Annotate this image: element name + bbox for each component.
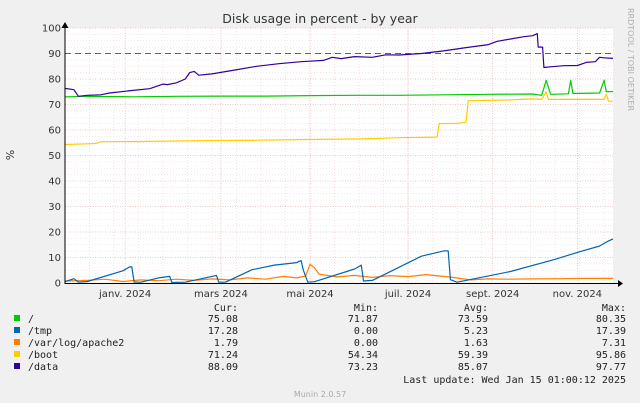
legend-cur: 88.09 xyxy=(208,362,238,373)
series-line-2 xyxy=(64,263,613,283)
legend-max: 80.35 xyxy=(596,314,626,325)
legend-max: 95.86 xyxy=(596,350,626,361)
chart-title: Disk usage in percent - by year xyxy=(222,11,418,26)
y-axis-arrow xyxy=(61,22,69,28)
legend-min: 71.87 xyxy=(348,314,378,325)
y-tick-labels: 0 10 20 30 40 50 60 70 80 90 100 xyxy=(42,24,61,290)
legend-avg: 85.07 xyxy=(458,362,488,373)
legend-header-min: Min: xyxy=(354,303,378,314)
watermark: RRDTOOL / TOBI OETIKER xyxy=(626,8,635,111)
y-tick-label: 80 xyxy=(48,75,61,86)
series-line-4 xyxy=(64,33,614,97)
axes xyxy=(61,22,623,287)
legend-min: 0.00 xyxy=(354,338,378,349)
legend-header-avg: Avg: xyxy=(464,303,488,314)
legend-name: /boot xyxy=(28,350,58,361)
x-tick-label: nov. 2024 xyxy=(553,289,602,300)
legend-cur: 1.79 xyxy=(214,338,238,349)
legend-max: 17.39 xyxy=(596,326,626,337)
y-tick-label: 30 xyxy=(48,202,61,213)
legend-avg: 73.59 xyxy=(458,314,488,325)
y-tick-label: 100 xyxy=(42,24,61,35)
legend-avg: 5.23 xyxy=(464,326,488,337)
x-tick-label: mai 2024 xyxy=(286,289,333,300)
legend-swatch xyxy=(14,363,20,369)
legend-cur: 75.08 xyxy=(208,314,238,325)
series-line-3 xyxy=(64,91,614,146)
legend-max: 7.31 xyxy=(602,338,626,349)
y-tick-label: 90 xyxy=(48,49,61,60)
legend-name: /tmp xyxy=(28,326,52,337)
y-tick-label: 60 xyxy=(48,126,61,137)
legend-header-cur: Cur: xyxy=(214,303,238,314)
legend-swatch xyxy=(14,327,20,333)
plot-area xyxy=(65,28,613,283)
x-tick-labels: janv. 2024 mars 2024 mai 2024 juil. 2024 sep… xyxy=(98,289,602,300)
x-tick-label: janv. 2024 xyxy=(98,289,151,300)
series-lines xyxy=(64,33,614,284)
legend-header-max: Max: xyxy=(602,303,626,314)
legend: Cur: Min: Avg: Max: / 75.08 71.87 73.59 80.3… xyxy=(14,303,626,373)
legend-swatch xyxy=(14,351,20,357)
x-tick-label: juil. 2024 xyxy=(384,289,431,300)
legend-swatch xyxy=(14,339,20,345)
legend-min: 54.34 xyxy=(348,350,378,361)
legend-name: /data xyxy=(28,362,58,373)
grid xyxy=(64,27,613,284)
legend-min: 73.23 xyxy=(348,362,378,373)
y-tick-label: 20 xyxy=(48,228,61,239)
legend-avg: 59.39 xyxy=(458,350,488,361)
y-axis-label: % xyxy=(4,150,17,160)
y-tick-label: 70 xyxy=(48,100,61,111)
x-tick-label: mars 2024 xyxy=(194,289,248,300)
legend-name: / xyxy=(28,314,34,325)
legend-name: /var/log/apache2 xyxy=(28,338,124,349)
legend-swatch xyxy=(14,315,20,321)
legend-min: 0.00 xyxy=(354,326,378,337)
y-tick-label: 0 xyxy=(55,279,61,290)
last-update: Last update: Wed Jan 15 01:00:12 2025 xyxy=(403,375,626,386)
y-tick-label: 10 xyxy=(48,253,61,264)
legend-avg: 1.63 xyxy=(464,338,488,349)
y-tick-label: 50 xyxy=(48,151,61,162)
legend-max: 97.77 xyxy=(596,362,626,373)
x-tick-label: sept. 2024 xyxy=(466,289,519,300)
munin-version: Munin 2.0.57 xyxy=(294,390,346,399)
legend-cur: 17.28 xyxy=(208,326,238,337)
series-line-0 xyxy=(64,79,614,98)
x-axis-arrow xyxy=(618,280,623,287)
y-tick-label: 40 xyxy=(48,177,61,188)
legend-cur: 71.24 xyxy=(208,350,238,361)
series-line-1 xyxy=(64,238,614,284)
